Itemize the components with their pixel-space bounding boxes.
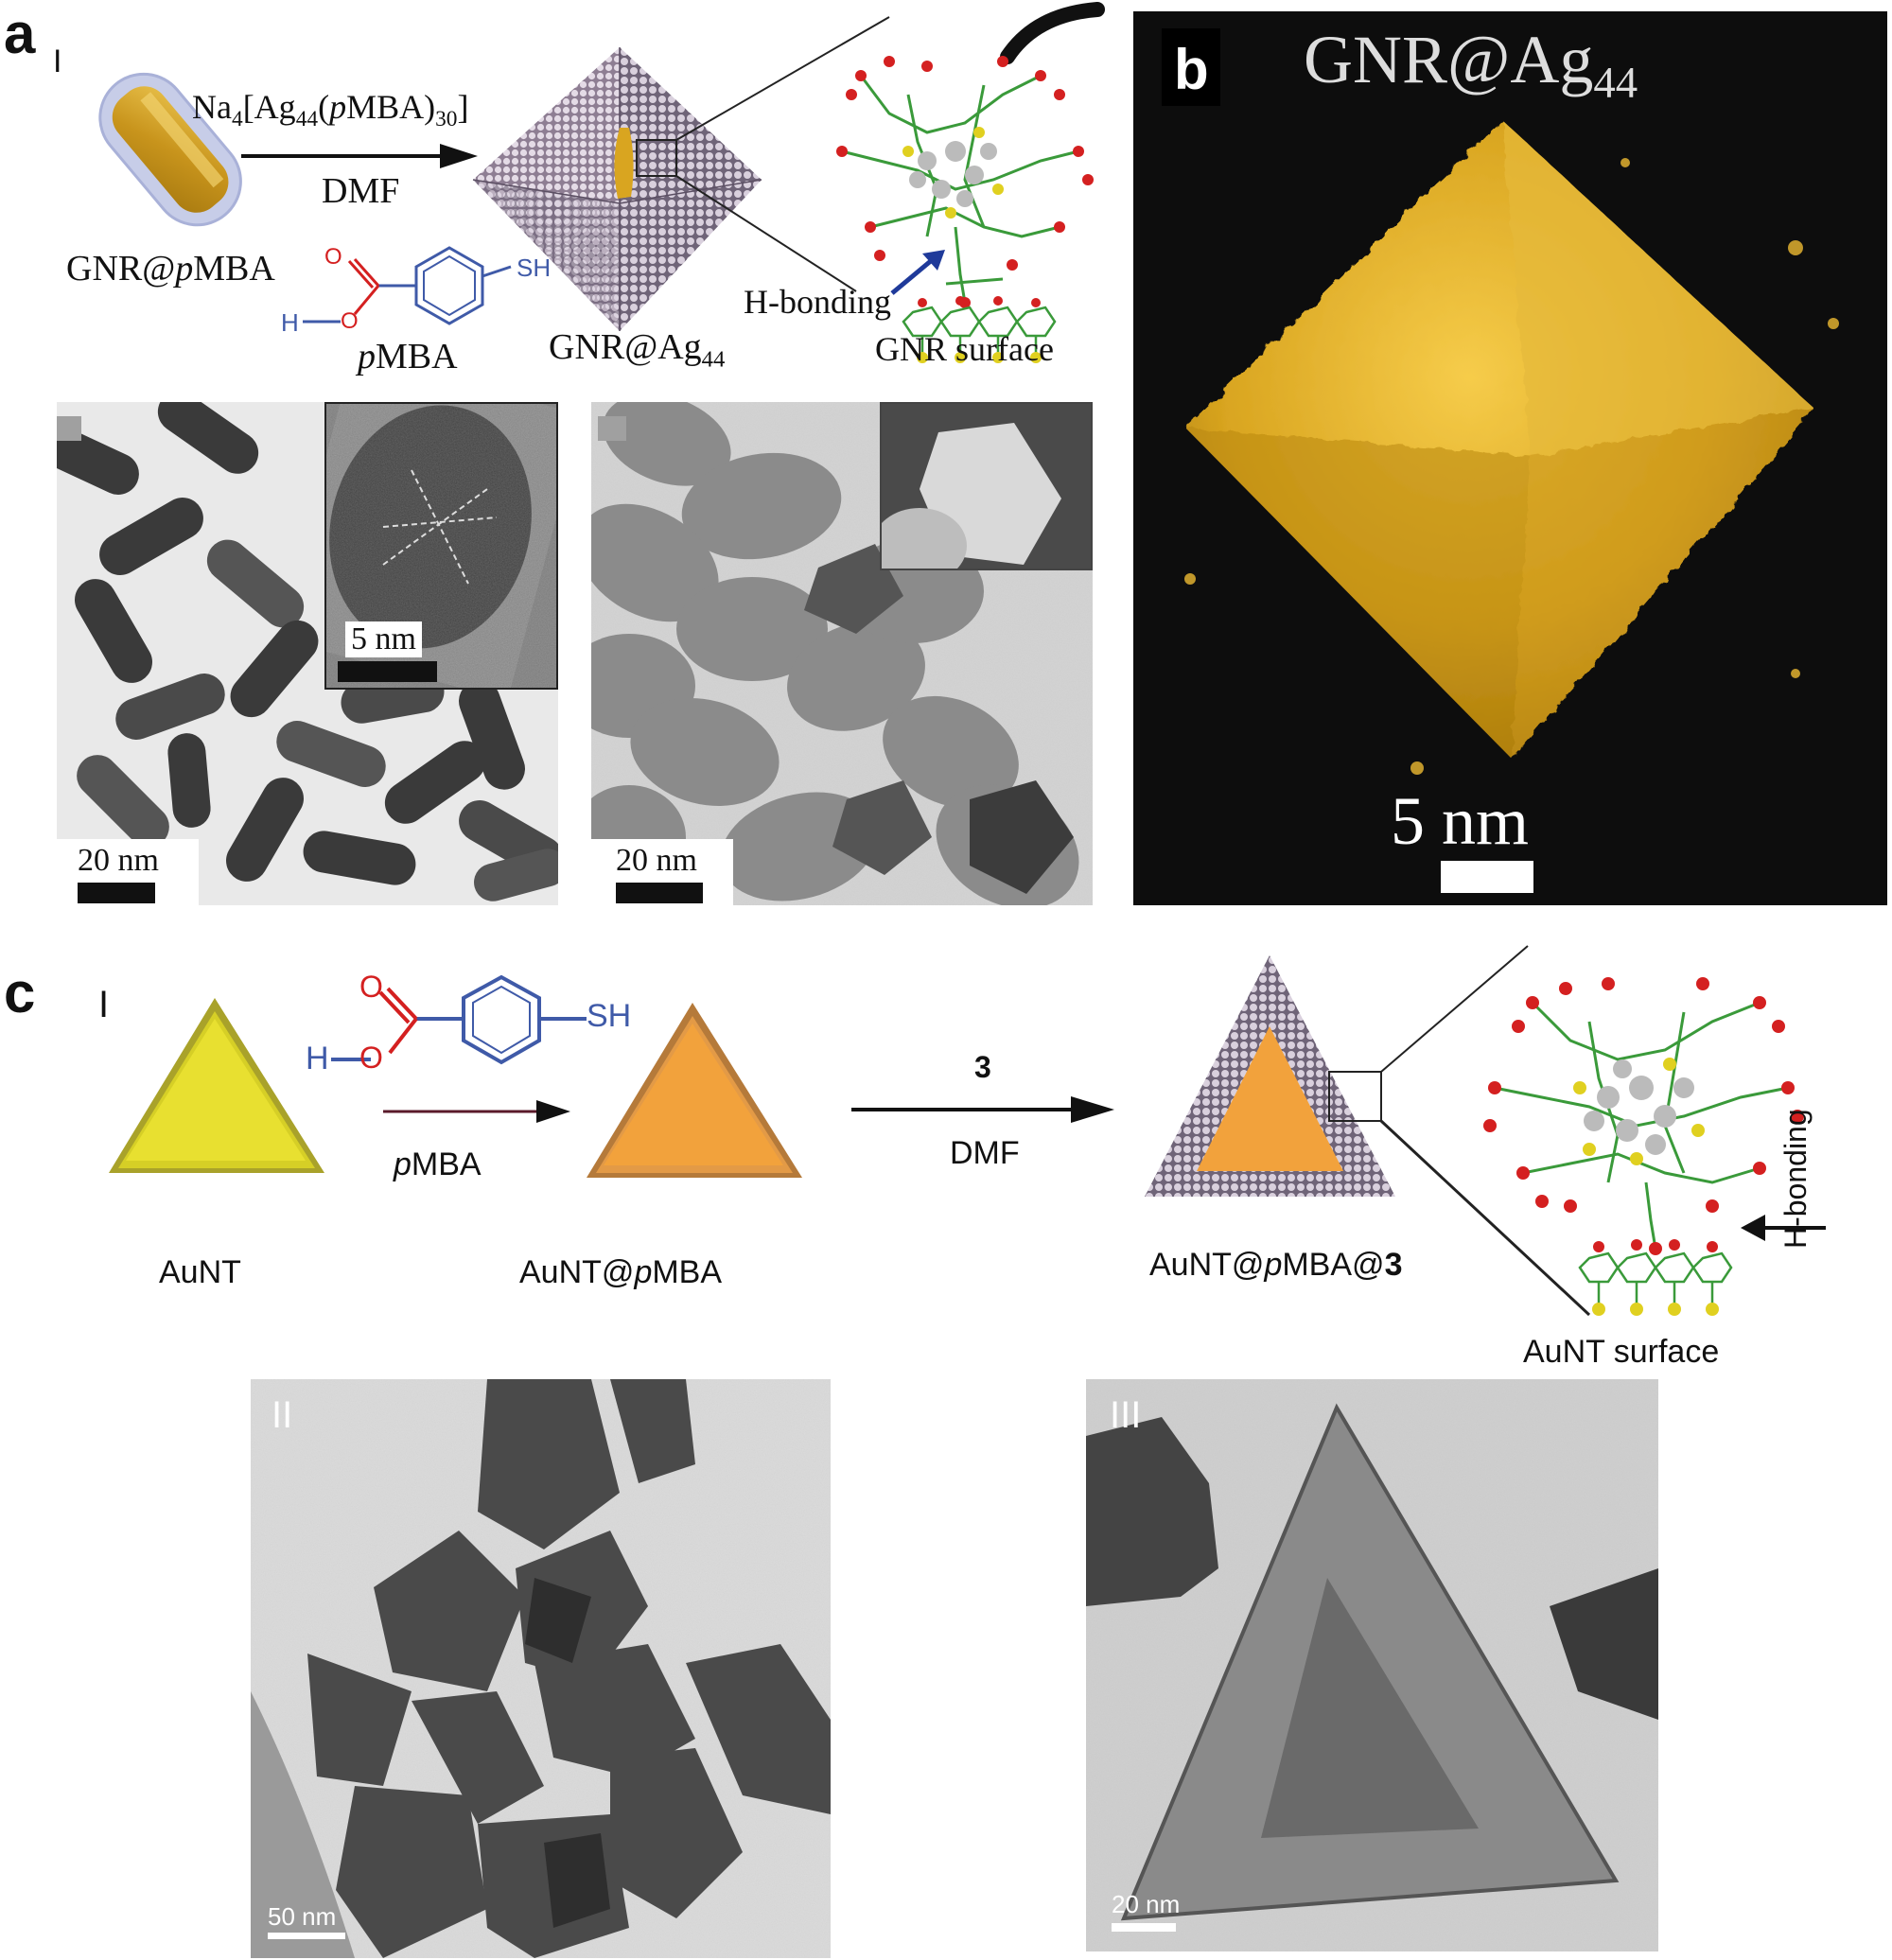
gnr-surface-label: GNR surface (875, 330, 1054, 368)
arc-fragment (1000, 2, 1105, 64)
gold-octahedron-3d-icon (1184, 120, 1839, 775)
ag44-cluster-molecule-icon-c (1483, 977, 1804, 1316)
tem-c3-scale-bar (1112, 1923, 1176, 1932)
h-bond-arrow-c (1741, 1215, 1826, 1241)
tem-a1-scale-bar (78, 883, 155, 903)
panel-b-title: GNR@Ag44 (1304, 22, 1638, 108)
label-gnr-ag44-a: GNR@Ag44 (549, 327, 726, 373)
tem-a1-scale-label: 20 nm (78, 843, 159, 878)
tomography-image: b GNR@Ag44 5 nm (1133, 11, 1887, 905)
gnr-ag44-octahedron-icon (472, 47, 762, 331)
h-label-a: H (281, 308, 299, 337)
h-bond-arrow-a (890, 250, 945, 295)
gnr-pmba-rod-icon (98, 72, 242, 227)
tem-a2-scale-label: 20 nm (616, 843, 697, 878)
panel-b-letter-box (1162, 28, 1220, 106)
roman-iii-label: III (1110, 1394, 1142, 1436)
roman-ii-label: II (272, 1394, 293, 1436)
panel-a-roman: I (53, 44, 62, 79)
aunt-triangle-icon (109, 998, 324, 1173)
tem-c3-scale-label: 20 nm (1112, 1890, 1181, 1918)
aunt-label: AuNT (159, 1254, 241, 1290)
inset-scale-label: 5 nm (345, 621, 422, 657)
panel-b-letter: b (1174, 38, 1209, 101)
tem-image-gnr-ag44: 20 nm (591, 402, 1093, 905)
reaction-arrow-c2 (851, 1096, 1114, 1123)
label-pmba-a: pMBA (358, 337, 458, 376)
reagent-3-label: 3 (974, 1050, 991, 1084)
aunt-pmba-3-triangle-icon (1145, 955, 1395, 1197)
panel-b-scale-label: 5 nm (1391, 783, 1530, 859)
panel-b-scale-bar (1441, 861, 1533, 893)
zoom-lines-a (675, 16, 890, 292)
tem-image-gnr: 5 nm 20 nm (57, 402, 558, 905)
tem-a2-scale-bar (616, 883, 703, 903)
o-label-a1: O (324, 244, 342, 270)
tem-inset-hrtem: 5 nm (324, 402, 558, 690)
solvent-dmf-a: DMF (322, 171, 400, 211)
tem-image-aunt-pmba-3: III 20 nm (1086, 1379, 1658, 1951)
tem-a1-marker (57, 416, 81, 441)
pmba-label-c: pMBA (394, 1146, 482, 1182)
o-label-c2: O (359, 1041, 383, 1075)
label-gnr-pmba: GNR@pMBA (66, 249, 275, 289)
tem-c2-scale-bar (268, 1933, 345, 1939)
tem-inset-haadf (880, 402, 1093, 570)
tem-image-aunt: II 50 nm (251, 1379, 831, 1958)
panel-a-letter: a (4, 2, 36, 65)
h-bonding-label-a: H-bonding (744, 283, 891, 321)
h-label-c: H (306, 1041, 329, 1076)
ag44-cluster-molecule-icon (836, 56, 1094, 363)
panel-c-letter: c (4, 961, 36, 1024)
tem-a2-marker (598, 416, 626, 441)
aunt-surface-label: AuNT surface (1523, 1334, 1720, 1370)
zoom-lines-c (1379, 945, 1591, 1317)
sh-label-c: SH (587, 998, 632, 1034)
aunt-pmba-label: AuNT@pMBA (519, 1254, 723, 1290)
solvent-dmf-c: DMF (950, 1135, 1020, 1171)
pmba-molecule-icon-c (331, 974, 587, 1065)
reaction-arrow-c1 (383, 1100, 570, 1123)
aunt-pmba-triangle-icon (587, 1003, 802, 1178)
tem-c2-scale-label: 50 nm (268, 1902, 337, 1931)
sh-label-a: SH (517, 254, 552, 282)
panel-c-roman: I (98, 984, 110, 1025)
o-label-a2: O (341, 308, 359, 334)
aunt-pmba-3-label: AuNT@pMBA@3 (1149, 1247, 1403, 1283)
o-label-c1: O (359, 970, 383, 1004)
inset-scale-bar (338, 661, 437, 682)
pmba-molecule-icon (303, 246, 512, 325)
h-bonding-label-c: H-bonding (1778, 1109, 1813, 1249)
reaction-arrow-a (241, 144, 478, 168)
reagent-formula: Na4[Ag44(pMBA)30] (192, 88, 469, 132)
